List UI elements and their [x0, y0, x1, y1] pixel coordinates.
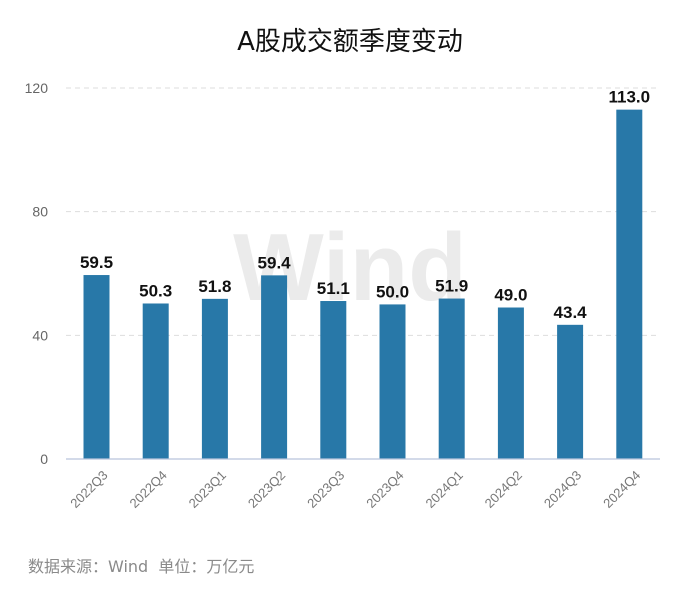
bar	[616, 110, 642, 459]
x-tick-label: 2022Q4	[126, 468, 169, 511]
x-tick-label: 2023Q3	[304, 468, 347, 511]
data-label: 50.3	[139, 281, 172, 300]
bar	[261, 275, 287, 459]
x-axis-ticks: 2022Q3 2022Q4 2023Q1 2023Q2 2023Q3 2023Q4 2024…	[67, 468, 643, 511]
bar	[439, 299, 465, 459]
y-tick-label: 0	[40, 451, 48, 467]
y-tick-label: 120	[25, 80, 49, 96]
y-tick-label: 40	[32, 327, 48, 343]
data-label: 59.4	[258, 253, 292, 272]
y-tick-label: 80	[32, 204, 48, 220]
bar-chart: Wind A股成交额季度变动 04080120 59.550.3 51.859.4…	[0, 0, 700, 598]
x-tick-label: 2024Q2	[482, 468, 525, 511]
bar	[84, 275, 110, 459]
data-label: 50.0	[376, 282, 409, 301]
data-label: 51.8	[198, 277, 231, 296]
x-tick-label: 2024Q4	[600, 468, 643, 511]
bar	[202, 299, 228, 459]
source-note: 数据来源：Wind 单位：万亿元	[28, 557, 254, 576]
data-label: 43.4	[554, 303, 588, 322]
data-label: 49.0	[494, 286, 527, 305]
bar	[380, 304, 406, 459]
x-tick-label: 2023Q4	[363, 468, 406, 511]
bar	[320, 301, 346, 459]
y-axis-ticks: 0 40 80 120	[25, 80, 49, 467]
data-label: 51.9	[435, 277, 468, 296]
bar	[143, 303, 169, 459]
data-label: 113.0	[608, 88, 650, 107]
x-tick-label: 2023Q2	[245, 468, 288, 511]
bar	[557, 325, 583, 459]
x-tick-label: 2022Q3	[67, 468, 110, 511]
chart-title: A股成交额季度变动	[237, 27, 463, 57]
x-tick-label: 2023Q1	[186, 468, 229, 511]
data-label: 59.5	[80, 253, 113, 272]
data-label: 51.1	[317, 279, 350, 298]
x-tick-label: 2024Q3	[541, 468, 584, 511]
x-tick-label: 2024Q1	[423, 468, 466, 511]
bar	[498, 308, 524, 459]
